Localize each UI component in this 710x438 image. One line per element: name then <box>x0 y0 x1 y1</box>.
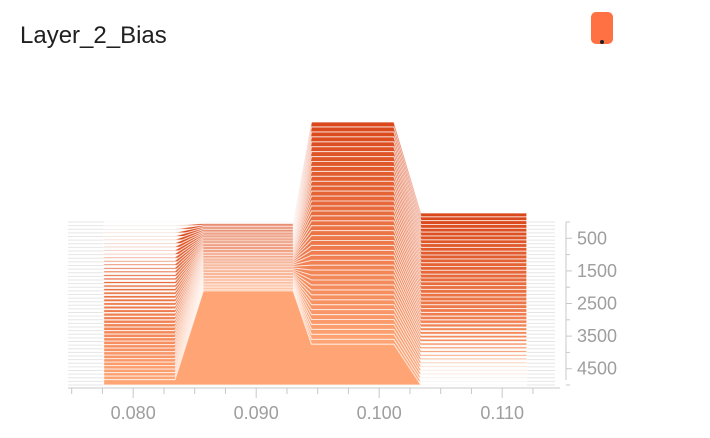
y-tick-label: 500 <box>577 228 607 248</box>
expand-toggle-button[interactable] <box>591 12 613 44</box>
y-tick-label: 3500 <box>577 326 617 346</box>
histogram-ridges <box>68 121 555 386</box>
chart-axes: 0.080 0.090 0.100 0.110 500 1500 2500 3500 4500 <box>68 221 617 423</box>
chart-title: Layer_2_Bias <box>20 22 167 49</box>
y-tick-label: 2500 <box>577 294 617 314</box>
y-tick-label: 1500 <box>577 261 617 281</box>
histogram-ridge-step <box>103 290 527 386</box>
x-tick-label: 0.110 <box>480 403 524 423</box>
y-tick-label: 4500 <box>577 359 617 379</box>
x-tick-label: 0.100 <box>357 403 402 423</box>
dot-icon <box>600 40 604 44</box>
x-tick-label: 0.090 <box>234 403 279 423</box>
x-tick-label: 0.080 <box>111 403 156 423</box>
